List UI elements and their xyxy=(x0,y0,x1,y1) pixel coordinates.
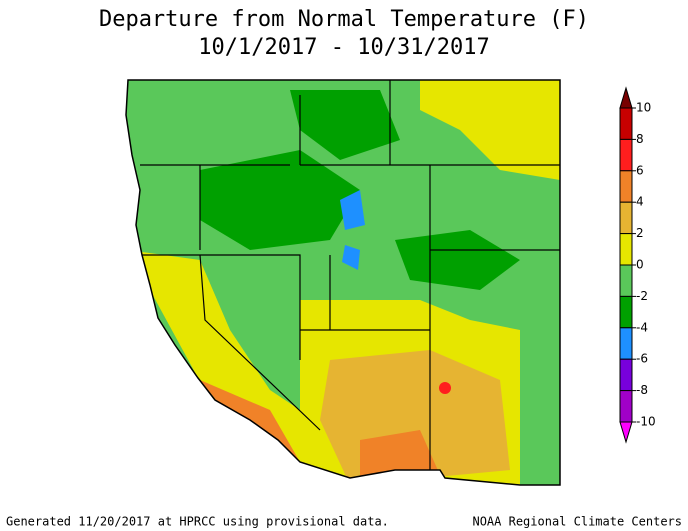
colorbar-tip xyxy=(619,421,633,444)
footer-left: Generated 11/20/2017 at HPRCC using prov… xyxy=(6,515,389,529)
colorbar-tick-label: 6 xyxy=(636,163,644,177)
colorbar-tick-label: -6 xyxy=(636,352,648,366)
title: Departure from Normal Temperature (F) xyxy=(99,7,589,32)
colorbar-segment xyxy=(619,358,633,392)
colorbar-tick-label: -10 xyxy=(636,415,656,429)
colorbar-segment xyxy=(619,170,633,203)
colorbar-tick-label: -4 xyxy=(636,320,648,334)
subtitle: 10/1/2017 - 10/31/2017 xyxy=(198,35,489,60)
colorbar-segment xyxy=(619,107,633,140)
colorbar-tick-label: 2 xyxy=(636,226,644,240)
colorbar-tick-label: -8 xyxy=(636,383,648,397)
colorbar-segment xyxy=(619,264,633,297)
colorbar-segment xyxy=(619,327,633,360)
colorbar-segment xyxy=(619,390,633,423)
map-outline xyxy=(125,79,561,486)
colorbar-tick-label: -2 xyxy=(636,289,648,303)
colorbar-segment xyxy=(619,295,633,329)
footer-right: NOAA Regional Climate Centers xyxy=(472,515,682,529)
colorbar-segment xyxy=(619,201,633,235)
colorbar-tick-label: 10 xyxy=(636,101,651,115)
map xyxy=(126,80,560,485)
colorbar-segment xyxy=(619,138,633,172)
colorbar-segment xyxy=(619,233,633,266)
colorbar-tick-label: 8 xyxy=(636,132,644,146)
colorbar-tick-label: 0 xyxy=(636,258,644,272)
colorbar-tip xyxy=(619,86,633,109)
colorbar-tick-label: 4 xyxy=(636,195,644,209)
colorbar: 10 8 6 4 2 0 -2 -4 -6 -8 -10 xyxy=(619,86,656,444)
